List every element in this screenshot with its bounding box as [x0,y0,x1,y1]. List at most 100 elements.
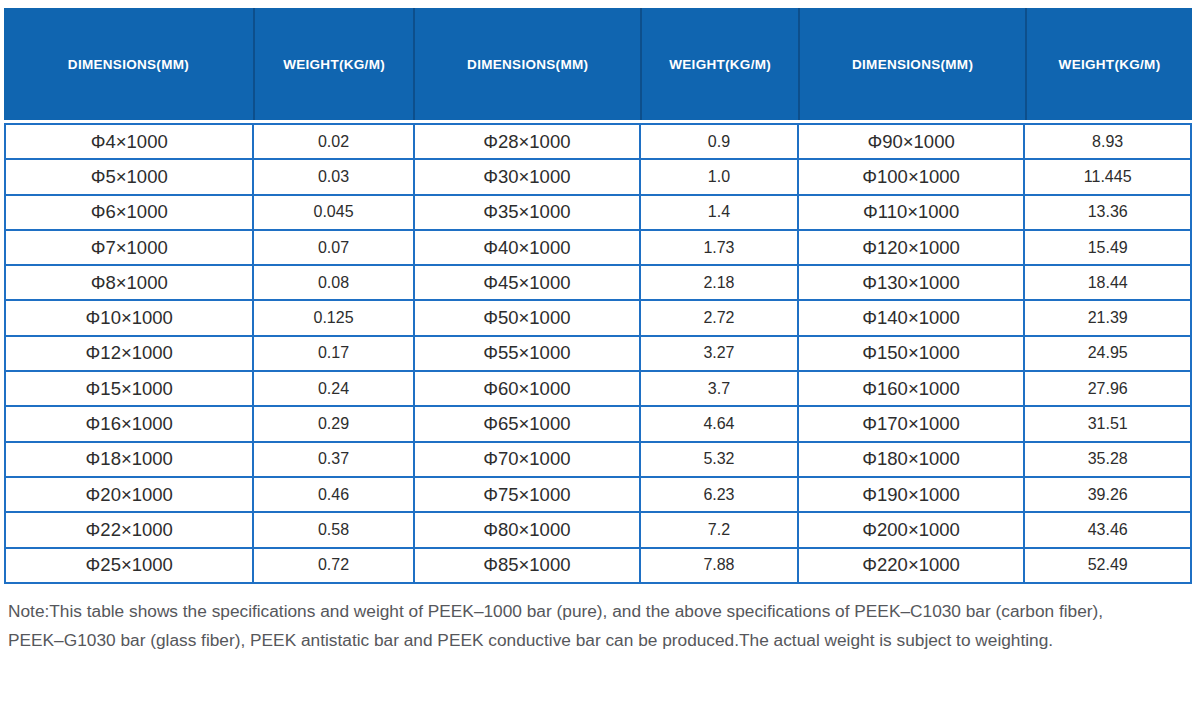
weight-cell: 0.72 [253,548,413,583]
dimension-cell: Φ7×1000 [5,230,253,265]
dimension-cell: Φ160×1000 [798,371,1025,406]
dimension-cell: Φ85×1000 [414,548,641,583]
dimension-cell: Φ190×1000 [798,477,1025,512]
table-row: Φ20×10000.46Φ75×10006.23Φ190×100039.26 [5,477,1191,512]
spec-table: Φ4×10000.02Φ28×10000.9Φ90×10008.93Φ5×100… [4,123,1192,584]
dimension-cell: Φ16×1000 [5,406,253,441]
dimension-cell: Φ15×1000 [5,371,253,406]
dimension-cell: Φ130×1000 [798,265,1025,300]
weight-cell: 4.64 [640,406,798,441]
dimension-cell: Φ80×1000 [414,512,641,547]
dimension-cell: Φ100×1000 [798,159,1025,194]
dimension-cell: Φ30×1000 [414,159,641,194]
header-weight: WEIGHT(KG/M) [640,8,798,120]
weight-cell: 11.445 [1024,159,1191,194]
dimension-cell: Φ22×1000 [5,512,253,547]
weight-cell: 0.045 [253,195,413,230]
dimension-cell: Φ6×1000 [5,195,253,230]
table-row: Φ18×10000.37Φ70×10005.32Φ180×100035.28 [5,442,1191,477]
table-row: Φ4×10000.02Φ28×10000.9Φ90×10008.93 [5,124,1191,159]
dimension-cell: Φ55×1000 [414,336,641,371]
weight-cell: 35.28 [1024,442,1191,477]
dimension-cell: Φ18×1000 [5,442,253,477]
dimension-cell: Φ8×1000 [5,265,253,300]
weight-cell: 3.7 [640,371,798,406]
header-dimensions: DIMENSIONS(MM) [413,8,640,120]
header-dimensions: DIMENSIONS(MM) [798,8,1025,120]
table-row: Φ7×10000.07Φ40×10001.73Φ120×100015.49 [5,230,1191,265]
weight-cell: 2.72 [640,300,798,335]
weight-cell: 0.07 [253,230,413,265]
weight-cell: 7.88 [640,548,798,583]
weight-cell: 15.49 [1024,230,1191,265]
spec-table-body: Φ4×10000.02Φ28×10000.9Φ90×10008.93Φ5×100… [5,124,1191,583]
header-weight: WEIGHT(KG/M) [1025,8,1192,120]
table-row: Φ5×10000.03Φ30×10001.0Φ100×100011.445 [5,159,1191,194]
table-row: Φ16×10000.29Φ65×10004.64Φ170×100031.51 [5,406,1191,441]
dimension-cell: Φ220×1000 [798,548,1025,583]
dimension-cell: Φ4×1000 [5,124,253,159]
dimension-cell: Φ140×1000 [798,300,1025,335]
weight-cell: 1.4 [640,195,798,230]
dimension-cell: Φ5×1000 [5,159,253,194]
weight-cell: 1.0 [640,159,798,194]
weight-cell: 0.37 [253,442,413,477]
dimension-cell: Φ75×1000 [414,477,641,512]
weight-cell: 43.46 [1024,512,1191,547]
dimension-cell: Φ28×1000 [414,124,641,159]
spec-sheet: DIMENSIONS(MM)WEIGHT(KG/M)DIMENSIONS(MM)… [0,0,1200,704]
weight-cell: 0.46 [253,477,413,512]
weight-cell: 0.08 [253,265,413,300]
weight-cell: 24.95 [1024,336,1191,371]
table-row: Φ8×10000.08Φ45×10002.18Φ130×100018.44 [5,265,1191,300]
dimension-cell: Φ150×1000 [798,336,1025,371]
weight-cell: 8.93 [1024,124,1191,159]
table-row: Φ10×10000.125Φ50×10002.72Φ140×100021.39 [5,300,1191,335]
table-row: Φ15×10000.24Φ60×10003.7Φ160×100027.96 [5,371,1191,406]
weight-cell: 21.39 [1024,300,1191,335]
dimension-cell: Φ90×1000 [798,124,1025,159]
weight-cell: 27.96 [1024,371,1191,406]
table-row: Φ12×10000.17Φ55×10003.27Φ150×100024.95 [5,336,1191,371]
weight-cell: 18.44 [1024,265,1191,300]
header-weight: WEIGHT(KG/M) [253,8,413,120]
dimension-cell: Φ70×1000 [414,442,641,477]
weight-cell: 7.2 [640,512,798,547]
dimension-cell: Φ65×1000 [414,406,641,441]
weight-cell: 5.32 [640,442,798,477]
dimension-cell: Φ40×1000 [414,230,641,265]
weight-cell: 0.58 [253,512,413,547]
weight-cell: 0.24 [253,371,413,406]
dimension-cell: Φ60×1000 [414,371,641,406]
table-header-row: DIMENSIONS(MM)WEIGHT(KG/M)DIMENSIONS(MM)… [4,8,1192,120]
weight-cell: 0.29 [253,406,413,441]
note-line-2: PEEK–G1030 bar (glass fiber), PEEK antis… [8,626,1192,655]
weight-cell: 3.27 [640,336,798,371]
weight-cell: 52.49 [1024,548,1191,583]
weight-cell: 0.9 [640,124,798,159]
weight-cell: 1.73 [640,230,798,265]
dimension-cell: Φ20×1000 [5,477,253,512]
weight-cell: 2.18 [640,265,798,300]
table-note: Note:This table shows the specifications… [8,597,1192,655]
dimension-cell: Φ10×1000 [5,300,253,335]
dimension-cell: Φ120×1000 [798,230,1025,265]
table-row: Φ22×10000.58Φ80×10007.2Φ200×100043.46 [5,512,1191,547]
weight-cell: 0.03 [253,159,413,194]
dimension-cell: Φ110×1000 [798,195,1025,230]
dimension-cell: Φ170×1000 [798,406,1025,441]
note-line-1: Note:This table shows the specifications… [8,597,1192,626]
dimension-cell: Φ200×1000 [798,512,1025,547]
weight-cell: 0.17 [253,336,413,371]
dimension-cell: Φ35×1000 [414,195,641,230]
dimension-cell: Φ45×1000 [414,265,641,300]
dimension-cell: Φ180×1000 [798,442,1025,477]
table-row: Φ6×10000.045Φ35×10001.4Φ110×100013.36 [5,195,1191,230]
table-row: Φ25×10000.72Φ85×10007.88Φ220×100052.49 [5,548,1191,583]
weight-cell: 13.36 [1024,195,1191,230]
dimension-cell: Φ12×1000 [5,336,253,371]
weight-cell: 6.23 [640,477,798,512]
weight-cell: 39.26 [1024,477,1191,512]
header-dimensions: DIMENSIONS(MM) [4,8,253,120]
dimension-cell: Φ50×1000 [414,300,641,335]
